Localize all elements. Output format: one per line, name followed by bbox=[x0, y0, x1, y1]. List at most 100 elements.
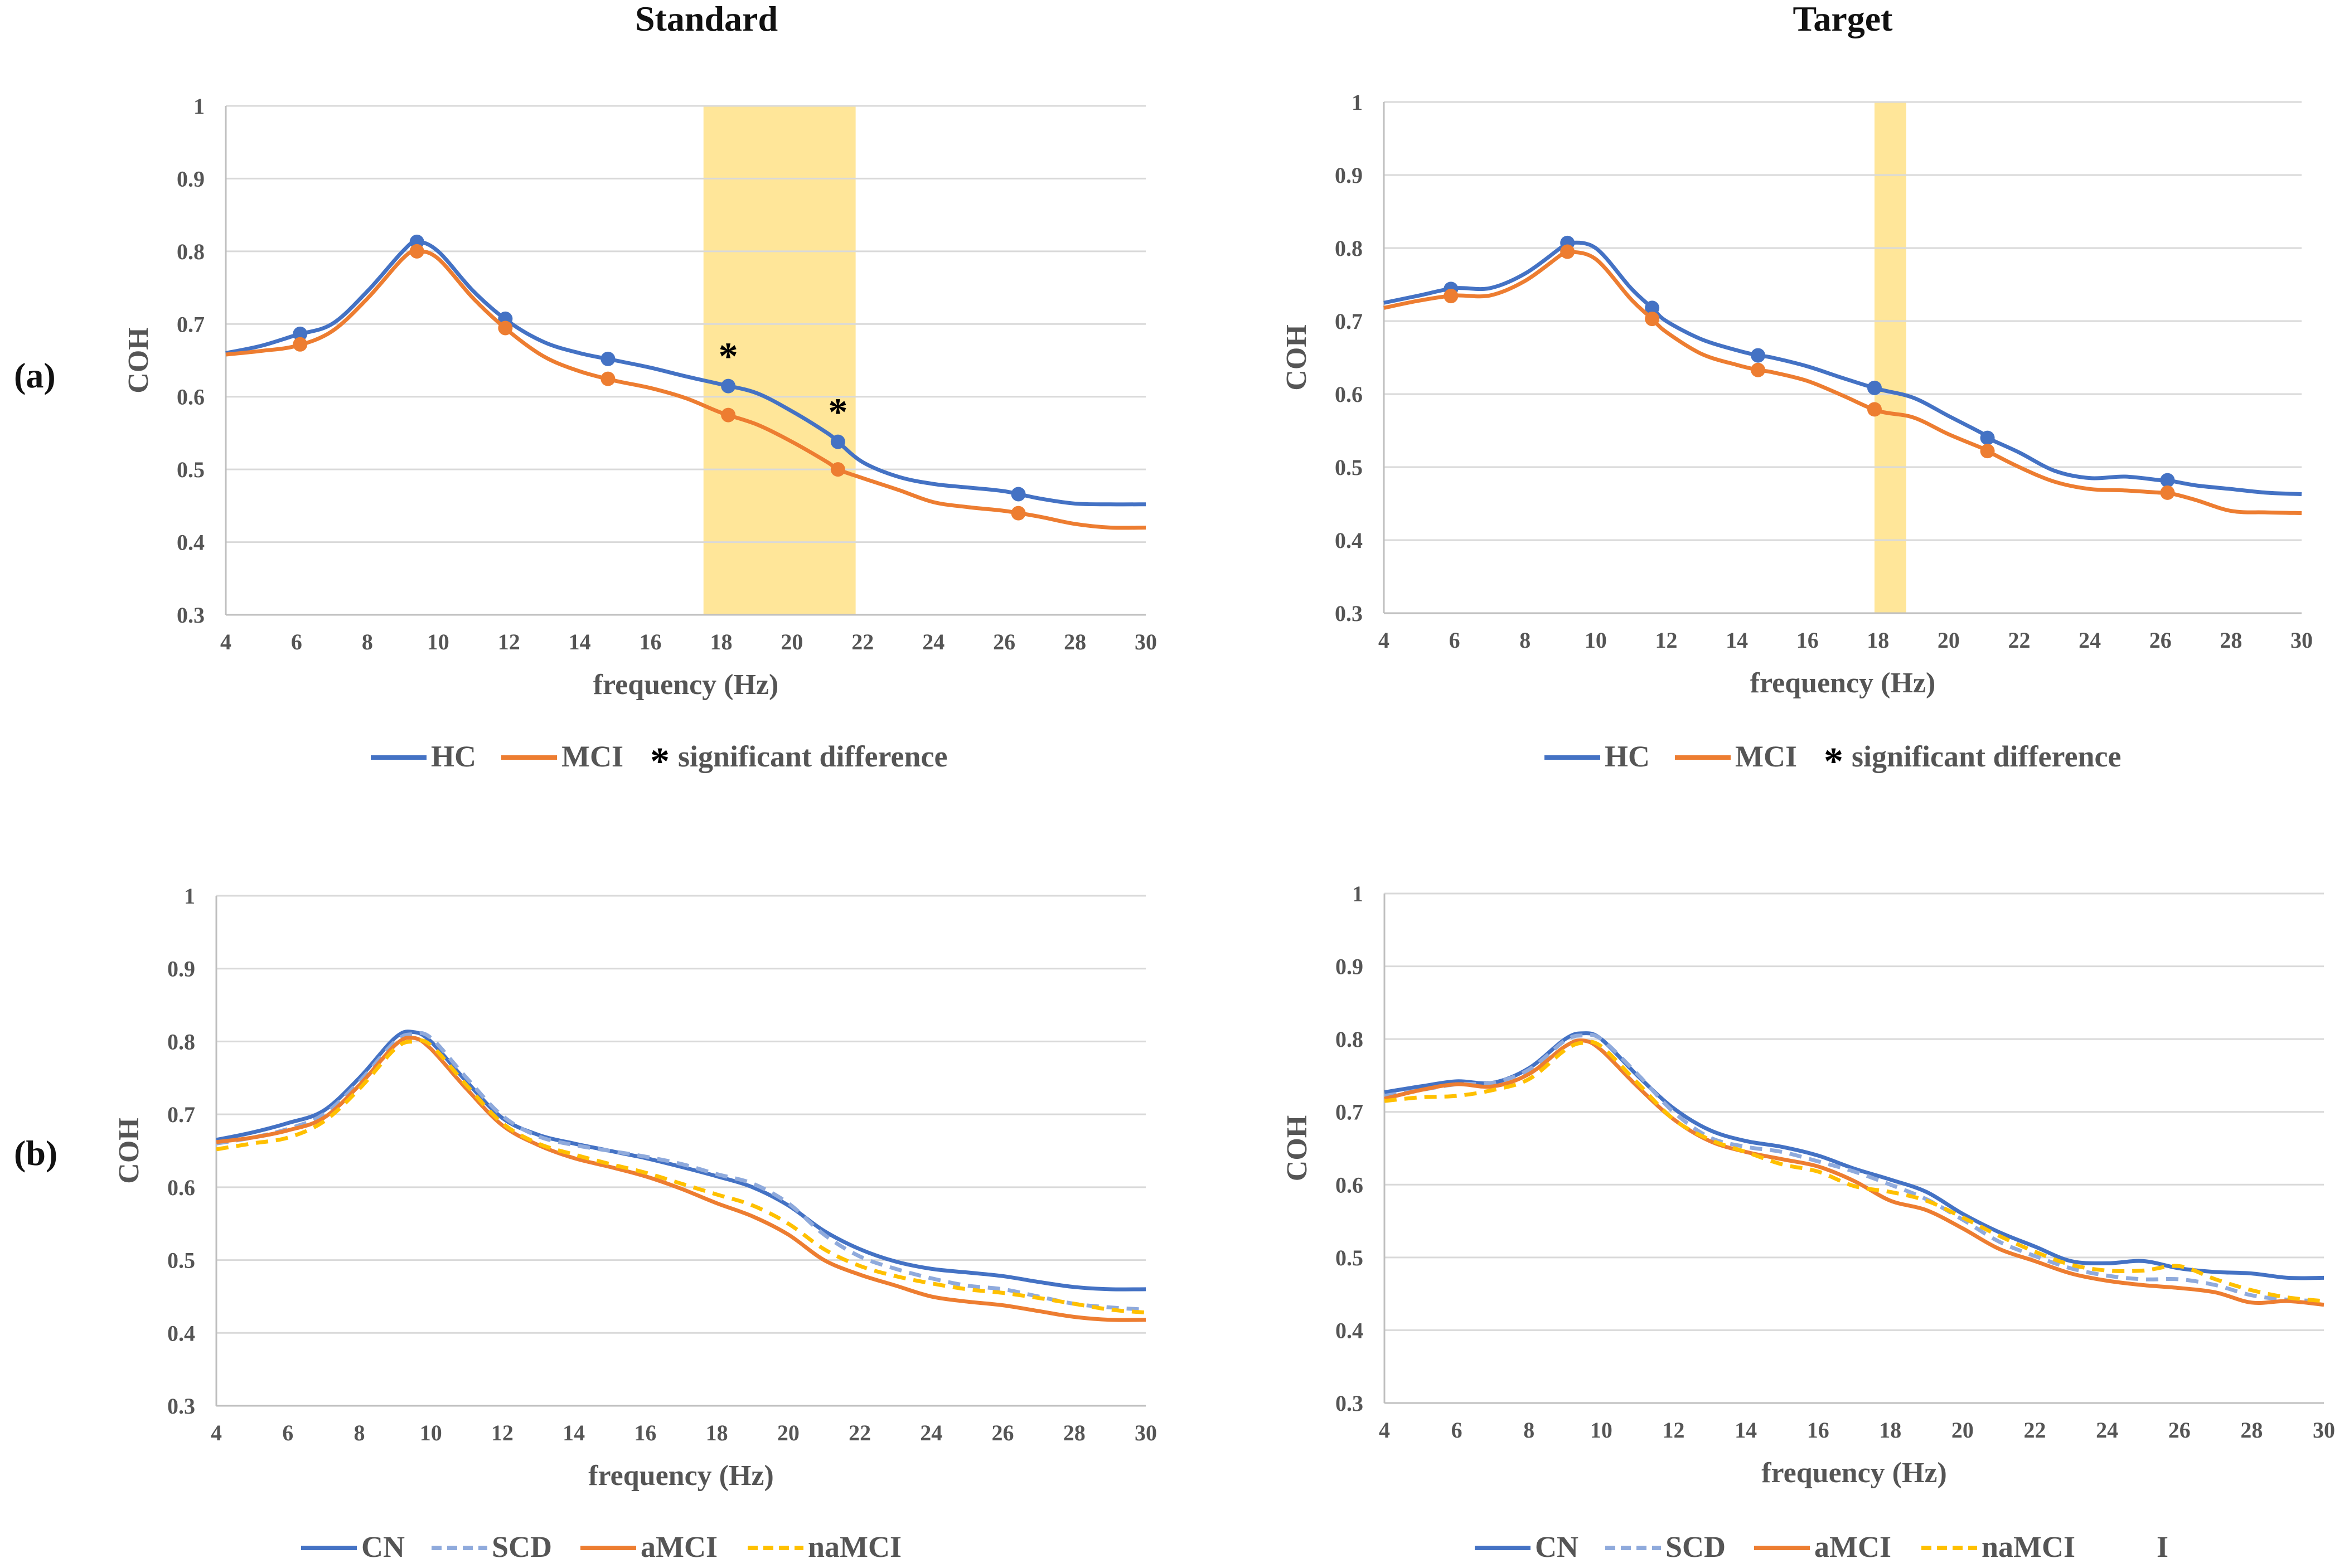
legend-label-CN: CN bbox=[1535, 1530, 1578, 1564]
legend-b-standard: CN SCD aMCI naMCI bbox=[301, 1530, 902, 1564]
significance-star: * bbox=[719, 336, 738, 378]
y-tick-label: 0.7 bbox=[177, 312, 205, 337]
y-tick-label: 0.4 bbox=[1335, 1318, 1363, 1343]
x-tick-label: 4 bbox=[211, 1420, 222, 1445]
y-tick-label: 1 bbox=[1352, 881, 1363, 906]
data-point-MCI bbox=[498, 321, 513, 336]
x-tick-label: 14 bbox=[569, 629, 591, 654]
data-point-MCI bbox=[293, 337, 308, 352]
significance-star: * bbox=[828, 391, 847, 434]
data-point-HC bbox=[1867, 380, 1882, 395]
stray-mark: I bbox=[2157, 1530, 2168, 1564]
series-line-naMCI bbox=[216, 1038, 1146, 1315]
y-axis-title: COH bbox=[113, 1118, 145, 1183]
y-tick-label: 0.3 bbox=[177, 603, 205, 628]
legend-star: * bbox=[1824, 740, 1843, 783]
y-tick-label: 0.7 bbox=[1335, 1100, 1363, 1125]
x-tick-label: 24 bbox=[2079, 628, 2101, 653]
y-tick-label: 0.4 bbox=[1335, 528, 1363, 553]
legend-label-SCD: SCD bbox=[1665, 1530, 1726, 1564]
y-tick-label: 0.5 bbox=[167, 1248, 195, 1273]
legend-label-naMCI: naMCI bbox=[808, 1530, 902, 1564]
x-tick-label: 26 bbox=[2149, 628, 2172, 653]
data-point-MCI bbox=[1980, 444, 1995, 459]
data-point-MCI bbox=[600, 371, 616, 386]
x-tick-label: 16 bbox=[634, 1420, 656, 1445]
data-point-HC bbox=[830, 434, 845, 449]
x-tick-label: 20 bbox=[1938, 628, 1960, 653]
data-point-MCI bbox=[721, 407, 736, 423]
y-tick-label: 0.5 bbox=[1335, 455, 1363, 480]
x-tick-label: 12 bbox=[1655, 628, 1677, 653]
significance-band bbox=[703, 106, 856, 615]
x-tick-label: 28 bbox=[2240, 1417, 2263, 1443]
data-point-MCI bbox=[830, 462, 845, 477]
legend-label-MCI: MCI bbox=[561, 740, 623, 773]
data-point-MCI bbox=[1444, 289, 1459, 304]
y-tick-label: 0.3 bbox=[1335, 601, 1363, 626]
y-tick-label: 0.4 bbox=[167, 1321, 195, 1346]
legend-label-HC: HC bbox=[431, 740, 476, 773]
y-tick-label: 0.9 bbox=[177, 166, 205, 191]
x-tick-label: 18 bbox=[710, 629, 732, 654]
column-title-standard: Standard bbox=[635, 0, 778, 38]
x-tick-label: 20 bbox=[781, 629, 803, 654]
y-axis-title: COH bbox=[1281, 324, 1312, 390]
series-line-SCD bbox=[1384, 1032, 2324, 1303]
y-tick-label: 0.3 bbox=[1335, 1391, 1363, 1416]
chart-panel-a-standard: 0.30.40.50.60.70.80.914 6 8 10 12 14 16 18 20 22 2… bbox=[123, 94, 1157, 701]
legend-b-target: CN SCD aMCI naMCI bbox=[1475, 1530, 2075, 1564]
y-tick-label: 1 bbox=[1352, 90, 1363, 115]
x-tick-label: 6 bbox=[1449, 628, 1460, 653]
data-point-MCI bbox=[409, 244, 424, 259]
x-tick-label: 30 bbox=[2290, 628, 2313, 653]
x-tick-label: 8 bbox=[1523, 1417, 1534, 1443]
x-tick-label: 18 bbox=[1879, 1417, 1901, 1443]
x-tick-label: 24 bbox=[920, 1420, 942, 1445]
legend-label-naMCI: naMCI bbox=[1982, 1530, 2075, 1564]
x-tick-label: 14 bbox=[1726, 628, 1748, 653]
x-tick-label: 12 bbox=[491, 1420, 514, 1445]
y-tick-label: 0.6 bbox=[1335, 1172, 1363, 1197]
series-line-CN bbox=[216, 1030, 1146, 1292]
x-tick-label: 22 bbox=[2008, 628, 2031, 653]
x-tick-label: 30 bbox=[1135, 629, 1157, 654]
x-tick-label: 28 bbox=[1063, 1420, 1086, 1445]
y-tick-label: 0.8 bbox=[1335, 236, 1363, 261]
x-tick-label: 10 bbox=[1585, 628, 1607, 653]
data-point-HC bbox=[2160, 473, 2175, 488]
x-tick-label: 16 bbox=[640, 629, 662, 654]
x-axis-title: frequency (Hz) bbox=[1750, 667, 1936, 699]
legend-label-HC: HC bbox=[1605, 740, 1650, 773]
y-tick-label: 1 bbox=[184, 883, 195, 909]
data-point-MCI bbox=[1645, 312, 1660, 327]
x-tick-label: 4 bbox=[1379, 1417, 1390, 1443]
y-tick-label: 0.9 bbox=[167, 957, 195, 982]
legend-label-significant-difference: significant difference bbox=[678, 740, 947, 773]
x-tick-label: 16 bbox=[1807, 1417, 1829, 1443]
data-point-MCI bbox=[1751, 362, 1766, 377]
data-point-HC bbox=[600, 351, 616, 366]
y-tick-label: 0.5 bbox=[177, 457, 205, 482]
legend-a-standard: HC MCI * significant difference bbox=[371, 740, 947, 783]
data-point-MCI bbox=[1867, 402, 1882, 417]
x-tick-label: 18 bbox=[706, 1420, 728, 1445]
x-axis-title: frequency (Hz) bbox=[593, 669, 779, 701]
y-tick-label: 0.8 bbox=[167, 1029, 195, 1054]
y-tick-label: 0.3 bbox=[167, 1394, 195, 1419]
legend-label-MCI: MCI bbox=[1735, 740, 1797, 773]
data-point-HC bbox=[1011, 487, 1026, 502]
data-point-MCI bbox=[1560, 244, 1575, 259]
data-point-MCI bbox=[1011, 506, 1026, 521]
x-tick-label: 6 bbox=[1451, 1417, 1462, 1443]
x-tick-label: 22 bbox=[849, 1420, 871, 1445]
legend-star: * bbox=[650, 740, 670, 783]
x-tick-label: 14 bbox=[563, 1420, 585, 1445]
x-tick-label: 4 bbox=[220, 629, 231, 654]
legend-label-CN: CN bbox=[361, 1530, 405, 1564]
x-tick-label: 12 bbox=[498, 629, 520, 654]
series-line-naMCI bbox=[1384, 1040, 2324, 1303]
chart-panel-b-target: 0.30.40.50.60.70.80.914 6 8 10 12 14 16 18 20 22 2… bbox=[1281, 881, 2335, 1489]
data-point-MCI bbox=[2160, 485, 2175, 500]
